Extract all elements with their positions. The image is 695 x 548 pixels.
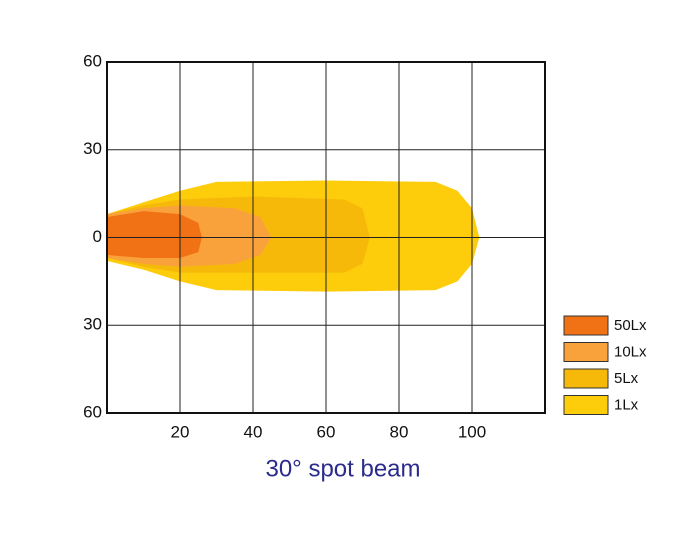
plot-border <box>106 61 546 414</box>
legend-swatch <box>563 315 609 336</box>
legend-swatch <box>563 395 609 415</box>
legend-label: 10Lx <box>614 343 647 360</box>
x-tick-label: 100 <box>458 422 486 441</box>
chart-title: 30° spot beam <box>265 455 420 482</box>
y-tick-label: 0 <box>93 227 102 246</box>
x-tick-label: 80 <box>390 422 409 441</box>
legend-label: 5Lx <box>614 370 639 387</box>
legend-label: 1Lx <box>614 396 639 413</box>
x-tick-label: 60 <box>317 422 336 441</box>
y-tick-label: 30 <box>83 315 102 334</box>
x-tick-label: 20 <box>171 422 190 441</box>
y-tick-label: 60 <box>83 402 102 421</box>
beam-area <box>107 211 202 258</box>
y-tick-label: 30 <box>83 139 102 158</box>
x-tick-label: 40 <box>244 422 263 441</box>
legend-swatch <box>563 342 609 362</box>
legend-label: 50Lx <box>614 317 647 334</box>
legend-swatch <box>563 368 609 389</box>
y-tick-label: 60 <box>83 51 102 70</box>
